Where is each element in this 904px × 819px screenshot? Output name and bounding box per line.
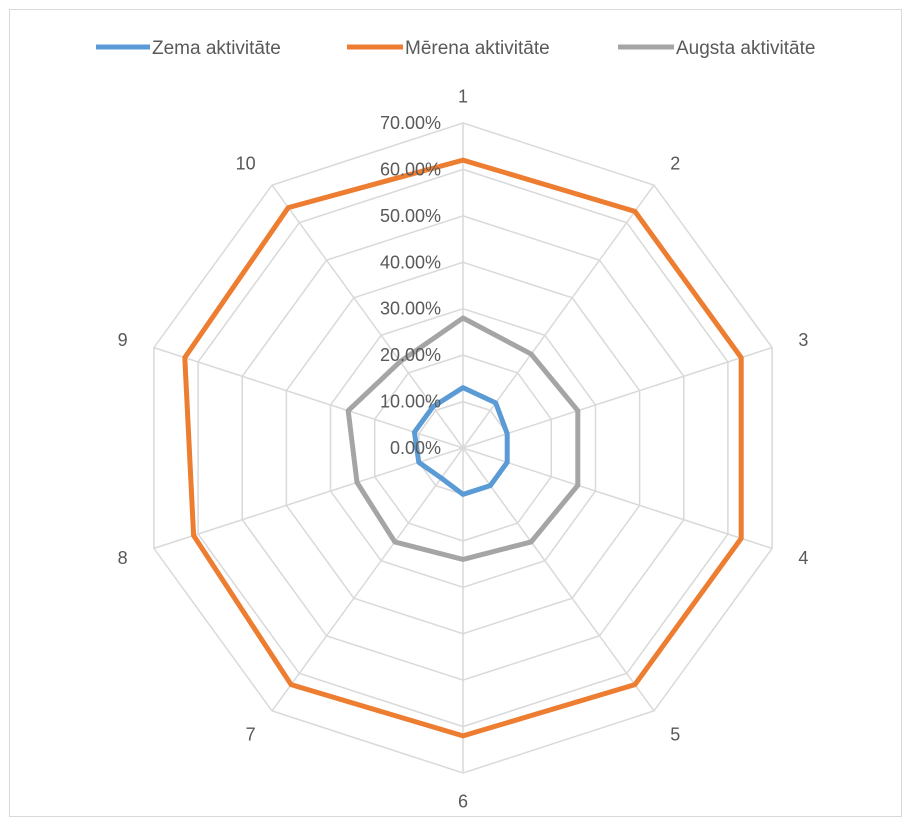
category-label: 4 — [798, 548, 808, 568]
category-labels: 1 2 3 4 5 6 7 8 9 10 — [118, 86, 809, 811]
legend-label: Zema aktivitāte — [152, 38, 281, 59]
category-label: 7 — [246, 724, 256, 744]
chart-frame — [9, 9, 902, 817]
category-label: 3 — [798, 330, 808, 350]
radial-tick-label: 50.00% — [380, 206, 441, 226]
radial-tick-label: 10.00% — [380, 392, 441, 412]
radial-tick-labels: 0.00% 10.00% 20.00% 30.00% 40.00% 50.00% 60.00… — [380, 113, 441, 458]
category-label: 6 — [458, 792, 468, 812]
grid-spoke — [462, 447, 655, 712]
grid-spoke — [153, 346, 464, 449]
series-line-3 — [345, 315, 581, 562]
category-label: 9 — [118, 330, 128, 350]
legend: Zema aktivitāte Mērena aktivitāte Augsta a… — [96, 38, 815, 59]
legend-label: Augsta aktivitāte — [676, 38, 815, 59]
radial-tick-label: 20.00% — [380, 345, 441, 365]
grid-spoke — [271, 184, 464, 449]
radial-tick-label: 70.00% — [380, 113, 441, 133]
radar-grid — [153, 122, 773, 774]
series-line-2 — [182, 157, 744, 739]
category-label: 5 — [670, 724, 680, 744]
radial-tick-label: 30.00% — [380, 299, 441, 319]
radial-tick-label: 60.00% — [380, 159, 441, 179]
grid-spoke — [153, 447, 464, 550]
legend-label: Mērena aktivitāte — [405, 38, 550, 59]
grid-spoke — [462, 346, 773, 449]
radar-series — [182, 157, 744, 739]
series-line-1 — [411, 385, 510, 497]
category-label: 1 — [458, 86, 468, 106]
category-label: 2 — [670, 154, 680, 174]
grid-spoke — [271, 447, 464, 712]
radial-tick-label: 0.00% — [390, 438, 441, 458]
radial-tick-label: 40.00% — [380, 252, 441, 272]
category-label: 8 — [118, 548, 128, 568]
category-label: 10 — [236, 154, 256, 174]
grid-spoke — [462, 447, 773, 550]
